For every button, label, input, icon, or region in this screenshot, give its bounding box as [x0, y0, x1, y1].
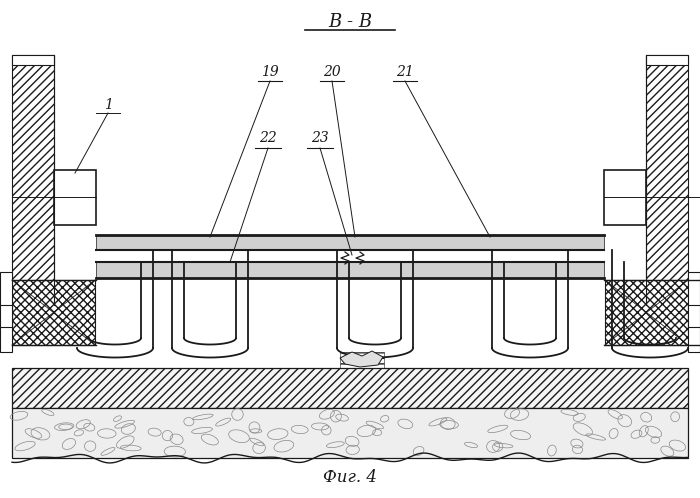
Polygon shape: [340, 351, 383, 367]
Text: В - В: В - В: [328, 13, 372, 31]
Text: 22: 22: [259, 131, 277, 145]
Bar: [12, 368, 688, 408]
Bar: [646, 55, 688, 305]
Bar: [0, 272, 12, 352]
Bar: [12, 55, 54, 65]
Text: 23: 23: [311, 131, 329, 145]
Bar: [0, 305, 12, 327]
Bar: [646, 55, 688, 65]
Bar: [605, 280, 688, 345]
Bar: [688, 272, 700, 352]
Bar: [12, 55, 54, 305]
Bar: [688, 305, 700, 327]
Text: 20: 20: [323, 65, 341, 79]
Text: 1: 1: [104, 98, 113, 112]
Polygon shape: [96, 235, 604, 250]
Text: 21: 21: [396, 65, 414, 79]
Bar: [12, 408, 688, 458]
Bar: [12, 280, 95, 345]
Text: Фиг. 4: Фиг. 4: [323, 469, 377, 486]
Bar: [604, 170, 646, 225]
Bar: [340, 352, 384, 368]
Polygon shape: [96, 262, 604, 278]
Bar: [54, 170, 96, 225]
Text: 19: 19: [261, 65, 279, 79]
